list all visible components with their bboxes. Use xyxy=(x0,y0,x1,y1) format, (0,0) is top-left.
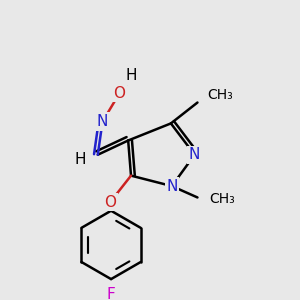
Text: N: N xyxy=(166,178,178,194)
Text: H: H xyxy=(125,68,137,83)
Text: CH₃: CH₃ xyxy=(209,192,235,206)
Text: O: O xyxy=(104,195,116,210)
Text: F: F xyxy=(107,287,116,300)
Text: N: N xyxy=(97,114,108,129)
Text: H: H xyxy=(75,152,86,167)
Text: CH₃: CH₃ xyxy=(207,88,233,102)
Text: N: N xyxy=(189,147,200,162)
Text: O: O xyxy=(114,85,126,100)
